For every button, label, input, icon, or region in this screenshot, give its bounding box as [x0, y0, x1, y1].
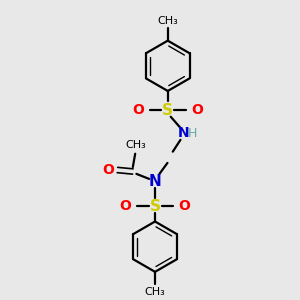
- Text: O: O: [179, 199, 190, 213]
- Text: S: S: [162, 103, 173, 118]
- Text: N: N: [149, 174, 161, 189]
- Text: N: N: [178, 126, 190, 140]
- Text: CH₃: CH₃: [145, 287, 165, 297]
- Text: CH₃: CH₃: [125, 140, 146, 150]
- Text: O: O: [119, 199, 131, 213]
- Text: H: H: [188, 127, 198, 140]
- Text: O: O: [103, 163, 115, 177]
- Text: O: O: [132, 103, 144, 117]
- Text: CH₃: CH₃: [158, 16, 178, 26]
- Text: O: O: [191, 103, 203, 117]
- Text: S: S: [149, 199, 161, 214]
